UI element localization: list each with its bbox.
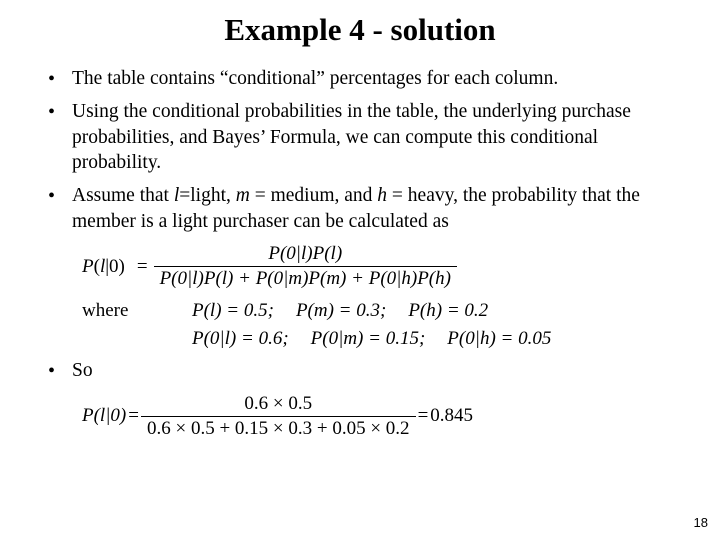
bullet3-mid2: = medium, and <box>250 185 377 206</box>
numeric-formula: P(l|0) = 0.6 × 0.5 0.6 × 0.5 + 0.15 × 0.… <box>82 392 678 441</box>
where-label: where <box>82 297 192 325</box>
bayes-formula: P(l|0) = P(0|l)P(l) P(0|l)P(l) + P(0|m)P… <box>82 242 678 291</box>
numeric-eq1: = <box>126 405 141 427</box>
bullet-list-2: So <box>42 358 678 383</box>
where-p0l: P(0|l) = 0.6; <box>192 328 289 349</box>
bayes-lhs-P: P <box>82 256 94 277</box>
where-row-1: where P(l) = 0.5; P(m) = 0.3; P(h) = 0.2 <box>82 297 678 325</box>
bullet-list: The table contains “conditional” percent… <box>42 66 678 234</box>
bayes-eq: = <box>137 256 148 278</box>
bullet-item-1: The table contains “conditional” percent… <box>42 66 678 91</box>
numeric-fraction: 0.6 × 0.5 0.6 × 0.5 + 0.15 × 0.3 + 0.05 … <box>141 392 416 441</box>
bullet-item-3: Assume that l=light, m = medium, and h =… <box>42 183 678 234</box>
bayes-fraction: P(0|l)P(l) P(0|l)P(l) + P(0|m)P(m) + P(0… <box>154 242 457 291</box>
var-m: m <box>236 185 250 206</box>
numeric-numerator: 0.6 × 0.5 <box>238 392 318 416</box>
bayes-lhs: P(l|0) <box>82 256 125 278</box>
where-p0h: P(0|h) = 0.05 <box>447 328 551 349</box>
bullet3-mid1: =light, <box>179 185 236 206</box>
bayes-denominator: P(0|l)P(l) + P(0|m)P(m) + P(0|h)P(h) <box>154 266 457 291</box>
bullet-item-so: So <box>42 358 678 383</box>
where-row-2: P(0|l) = 0.6; P(0|m) = 0.15; P(0|h) = 0.05 <box>82 325 678 353</box>
bayes-numerator: P(0|l)P(l) <box>262 242 348 266</box>
slide-title: Example 4 - solution <box>42 12 678 48</box>
bayes-lhs-0: 0 <box>109 256 119 277</box>
bullet3-pre: Assume that <box>72 185 174 206</box>
var-h: h <box>377 185 387 206</box>
bullet-item-2: Using the conditional probabilities in t… <box>42 99 678 175</box>
numeric-denominator: 0.6 × 0.5 + 0.15 × 0.3 + 0.05 × 0.2 <box>141 416 416 441</box>
numeric-eq2: = <box>416 405 431 427</box>
where-block: where P(l) = 0.5; P(m) = 0.3; P(h) = 0.2 P… <box>82 297 678 352</box>
page-number: 18 <box>694 515 708 530</box>
where-pm: P(m) = 0.3; <box>296 300 386 321</box>
where-ph: P(h) = 0.2 <box>408 300 488 321</box>
where-p0m: P(0|m) = 0.15; <box>311 328 426 349</box>
where-pl: P(l) = 0.5; <box>192 300 274 321</box>
numeric-result: 0.845 <box>430 405 473 427</box>
numeric-lhs: P(l|0) <box>82 405 126 427</box>
